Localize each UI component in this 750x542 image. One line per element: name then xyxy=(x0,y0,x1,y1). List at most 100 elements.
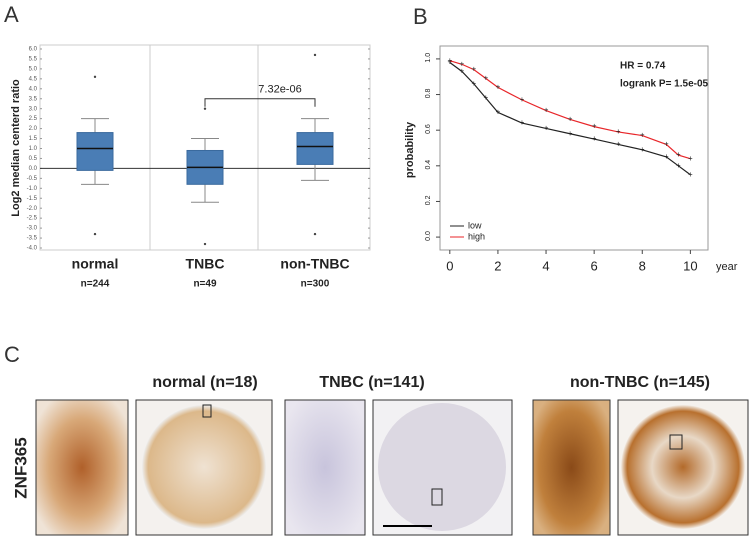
panel-label: B xyxy=(413,4,428,29)
panel-label: A xyxy=(4,2,19,27)
y-tick-label: 1.0 xyxy=(425,53,432,63)
bracket xyxy=(204,98,316,107)
y-tick-label: 0.6 xyxy=(425,124,432,134)
flier xyxy=(93,75,97,79)
censor-mark: + xyxy=(484,74,489,83)
y-tick-label: -3.0 xyxy=(27,226,38,232)
x-tick-label: TNBC xyxy=(186,256,225,272)
y-tick-label: 4.0 xyxy=(29,86,38,92)
tissue-core xyxy=(378,403,506,531)
y-tick-label: -2.5 xyxy=(27,216,38,222)
legend-label: low xyxy=(468,220,482,230)
censor-mark: + xyxy=(460,66,465,75)
plot-frame xyxy=(39,44,371,251)
censor-mark: + xyxy=(460,59,465,68)
row-label: ZNF365 xyxy=(11,437,30,498)
y-tick-label: 0.0 xyxy=(29,166,38,172)
x-tick-label: non-TNBC xyxy=(280,256,349,272)
y-tick-label: 0.5 xyxy=(29,156,38,162)
x-tick-label: normal xyxy=(72,256,119,272)
plot-frame xyxy=(439,45,709,251)
zoom-box xyxy=(669,434,683,450)
censor-mark: + xyxy=(472,79,477,88)
censor-mark: + xyxy=(544,124,549,133)
censor-mark: + xyxy=(664,152,669,161)
zoom-box xyxy=(431,488,443,506)
censor-mark: + xyxy=(544,106,549,115)
censor-mark: + xyxy=(664,140,669,149)
x-tick-label: 4 xyxy=(542,258,549,273)
censor-mark: + xyxy=(676,161,681,170)
y-tick-label: 1.0 xyxy=(29,146,38,152)
x-tick-label: 8 xyxy=(639,258,646,273)
y-tick-label: 0.8 xyxy=(425,88,432,98)
flier xyxy=(313,232,317,236)
x-sublabel: n=244 xyxy=(81,279,110,290)
y-tick-label: -0.5 xyxy=(27,176,38,182)
censor-mark: + xyxy=(520,95,525,104)
survival-curve xyxy=(449,60,691,160)
censor-mark: + xyxy=(568,115,573,124)
x-tick-label: 6 xyxy=(591,258,598,273)
x-tick-label: 2 xyxy=(494,258,501,273)
flier xyxy=(203,242,207,246)
y-tick-label: 1.5 xyxy=(29,136,38,142)
censor-mark: + xyxy=(496,83,501,92)
censor-mark: + xyxy=(640,131,645,140)
y-tick-label: -4.0 xyxy=(27,246,38,252)
zoom-image xyxy=(284,399,366,536)
x-axis-label: year xyxy=(716,261,738,273)
zoom-box xyxy=(202,404,212,418)
zoom-image xyxy=(35,399,129,536)
y-tick-label: 0.4 xyxy=(425,160,432,170)
survival-curve xyxy=(449,61,691,176)
tissue-core xyxy=(621,405,745,529)
censor-mark: + xyxy=(688,170,693,179)
censor-mark: + xyxy=(520,118,525,127)
y-tick-label: 4.5 xyxy=(29,76,38,82)
flier xyxy=(203,107,207,110)
annotation: logrank P= 1.5e-05 xyxy=(620,79,709,90)
y-tick-label: -2.0 xyxy=(27,206,38,212)
column-title: normal (n=18) xyxy=(152,374,257,391)
zoom-image xyxy=(532,399,611,536)
censor-mark: + xyxy=(484,93,489,102)
censor-mark: + xyxy=(676,150,681,159)
annotation: HR = 0.74 xyxy=(620,61,666,72)
tissue-core xyxy=(142,405,266,529)
censor-mark: + xyxy=(688,154,693,163)
box xyxy=(76,132,114,171)
x-sublabel: n=300 xyxy=(301,279,330,290)
box-plot: Log2 median centerd ratio 6.0 5.5 5.0 4.5 4.… xyxy=(10,44,371,290)
y-tick-label: -1.0 xyxy=(27,186,38,192)
survival-plot: probability year HR = 0.74 logrank P= 1.… xyxy=(404,45,738,273)
censor-mark: + xyxy=(568,129,573,138)
y-tick-label: 2.0 xyxy=(29,126,38,132)
censor-mark: + xyxy=(447,56,452,65)
column-title: non-TNBC (n=145) xyxy=(570,374,710,391)
y-axis-label: Log2 median centerd ratio xyxy=(10,79,22,217)
censor-mark: + xyxy=(616,127,621,136)
x-tick-label: 10 xyxy=(683,258,697,273)
y-tick-label: 6.0 xyxy=(29,47,38,53)
censor-mark: + xyxy=(447,58,452,67)
y-tick-label: 2.5 xyxy=(29,116,38,122)
x-tick-label: 0 xyxy=(446,258,453,273)
y-axis-label: probability xyxy=(404,121,416,178)
y-tick-label: -1.5 xyxy=(27,196,38,202)
censor-mark: + xyxy=(616,140,621,149)
panel-c: ZNF365 normal (n=18) TNBC (n=141) non-TN… xyxy=(11,374,749,536)
y-tick-label: 5.5 xyxy=(29,57,38,63)
censor-mark: + xyxy=(592,134,597,143)
y-tick-label: 0.2 xyxy=(425,195,432,205)
censor-mark: + xyxy=(472,65,477,74)
flier xyxy=(313,53,317,57)
x-sublabel: n=49 xyxy=(193,279,217,290)
legend-label: high xyxy=(468,231,485,241)
flier xyxy=(93,232,97,236)
column-title: TNBC (n=141) xyxy=(319,374,424,391)
y-tick-label: -3.5 xyxy=(27,236,38,242)
y-tick-label: 0.0 xyxy=(425,231,432,241)
